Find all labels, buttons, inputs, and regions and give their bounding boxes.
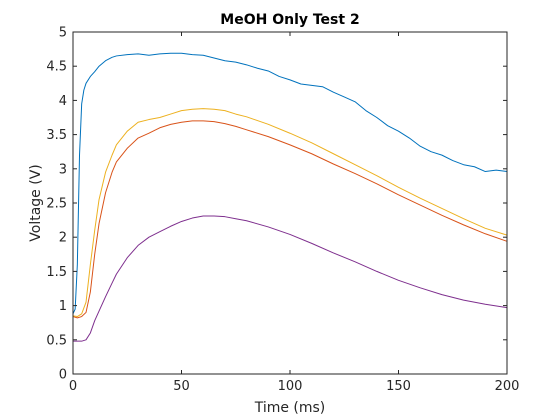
x-axis-label: Time (ms) [254, 400, 326, 416]
series-line-3 [72, 108, 508, 318]
series-layer [72, 52, 508, 342]
series-line-2 [72, 120, 508, 319]
y-tick-label: 1 [59, 299, 67, 314]
ticks-layer: 0 50 100 150 200 0 0.5 1 1.5 2 2.5 3 3.5 4 4.5 5 [46, 26, 519, 395]
series-line-1 [72, 52, 508, 315]
series-line-4 [73, 215, 508, 342]
y-tick-label: 3 [59, 162, 67, 177]
y-tick-label: 0 [59, 368, 67, 383]
x-tick-label: 150 [386, 379, 411, 394]
y-tick-label: 4.5 [46, 60, 67, 75]
y-tick-label: 5 [59, 26, 67, 41]
x-tick-label: 200 [495, 379, 520, 394]
y-axis-label: Voltage (V) [28, 164, 44, 241]
x-tick-label: 100 [278, 379, 303, 394]
y-tick-label: 2.5 [46, 197, 67, 212]
x-tick-label: 50 [173, 379, 190, 394]
y-tick-label: 4 [59, 94, 67, 109]
y-tick-label: 0.5 [46, 333, 67, 348]
y-tick-label: 3.5 [46, 128, 67, 143]
chart-title: MeOH Only Test 2 [220, 12, 359, 28]
x-tick-label: 0 [69, 379, 77, 394]
y-tick-label: 2 [59, 231, 67, 246]
plot-area: 0 50 100 150 200 0 0.5 1 1.5 2 2.5 3 3.5 4 4.5 5 [46, 26, 519, 395]
y-tick-label: 1.5 [46, 265, 67, 280]
plot-box [73, 32, 507, 374]
